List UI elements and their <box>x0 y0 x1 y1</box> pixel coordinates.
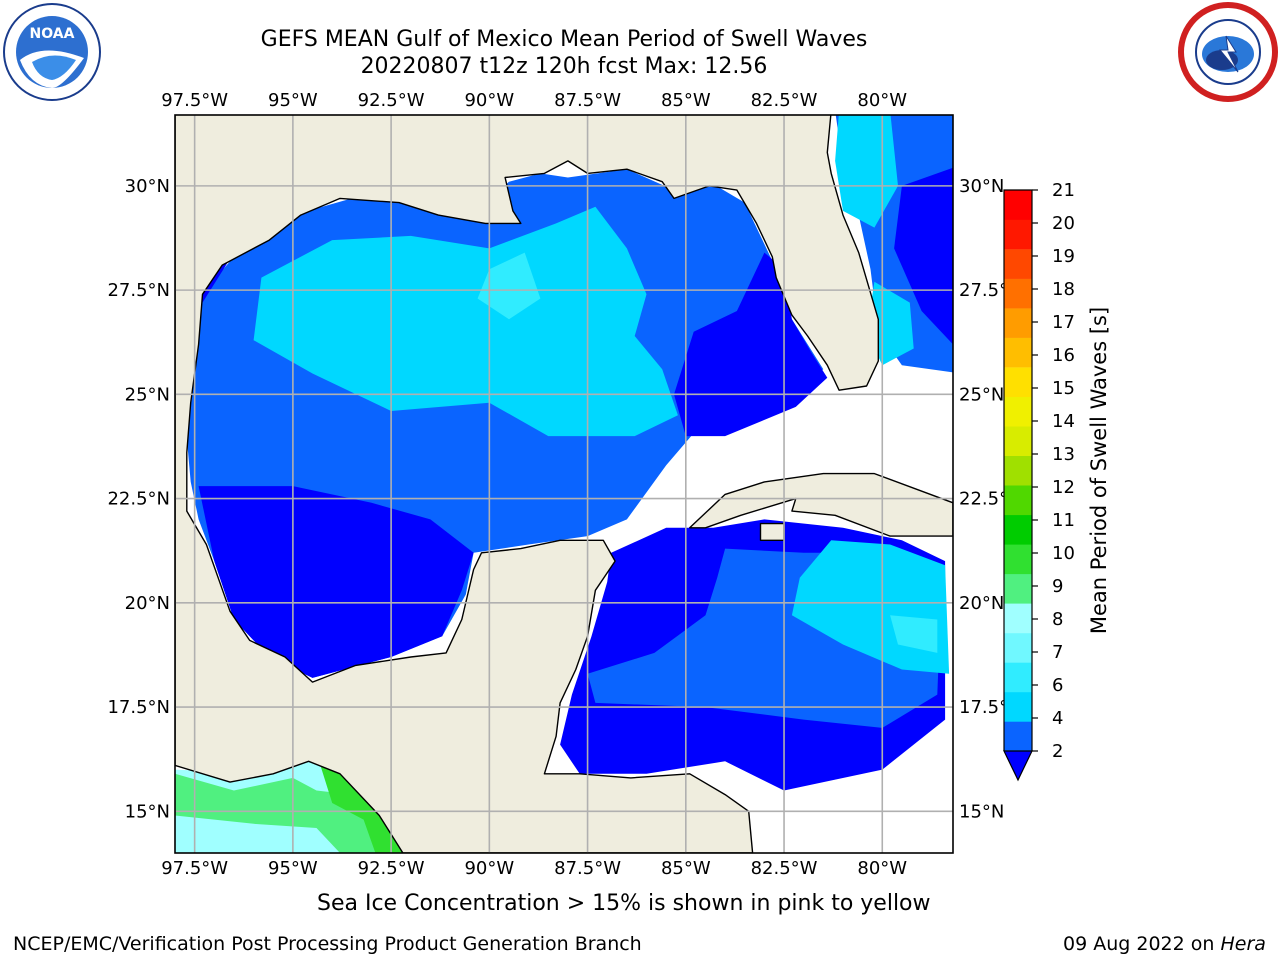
lon-label-top-0: 97.5°W <box>161 90 228 111</box>
field-pacific-10-11s <box>320 765 403 853</box>
colorbar-bin-12 <box>1004 367 1032 397</box>
sea-ice-note: Sea Ice Concentration > 15% is shown in … <box>317 891 931 916</box>
colorbar-bin-13 <box>1004 337 1032 368</box>
colorbar-bin-3 <box>1004 632 1032 663</box>
colorbar-tick-label-4: 8 <box>1052 609 1063 630</box>
colorbar-tick-label-16: 20 <box>1052 213 1075 234</box>
colorbar-tick-label-3: 7 <box>1052 642 1063 663</box>
field-gulf-4-6s <box>253 206 678 437</box>
lat-label-left-0: 30°N <box>125 176 170 197</box>
lon-label-bottom-3: 90°W <box>464 858 514 879</box>
lat-label-left-1: 27.5°N <box>107 280 170 301</box>
lat-label-left-3: 22.5°N <box>107 489 170 510</box>
lon-label-top-7: 80°W <box>857 90 907 111</box>
field-atlantic-extend <box>894 167 953 345</box>
date-stamp: 09 Aug 2022 on Hera <box>1063 933 1266 955</box>
colorbar-bin-14 <box>1004 308 1032 338</box>
colorbar-bin-11 <box>1004 396 1032 427</box>
field-gulf-east-extend <box>674 252 828 437</box>
chart-subtitle: 20220807 t12z 120h fcst Max: 12.56 <box>360 54 768 79</box>
lat-label-left-5: 17.5°N <box>107 697 170 718</box>
colorbar-bin-18 <box>1004 190 1032 220</box>
land-north-america <box>175 115 879 853</box>
lon-label-bottom-2: 92.5°W <box>358 858 425 879</box>
colorbar-frame <box>1003 189 1033 751</box>
lat-label-right-2: 25°N <box>959 384 1004 405</box>
colorbar-bin-7 <box>1004 514 1032 545</box>
colorbar-title: Mean Period of Swell Waves [s] <box>1087 307 1111 634</box>
lat-label-right-4: 20°N <box>959 593 1004 614</box>
colorbar-tick-label-15: 19 <box>1052 246 1075 267</box>
field-gulf-6-7s-patch <box>477 252 541 320</box>
colorbar-tick-label-0: 2 <box>1052 741 1063 762</box>
colorbar-tick-label-17: 21 <box>1052 180 1075 201</box>
field-pacific-9-10s <box>175 773 403 853</box>
colorbar-bin-16 <box>1004 249 1032 279</box>
lon-label-top-6: 82.5°W <box>751 90 818 111</box>
date-text: 09 Aug 2022 on <box>1063 933 1221 955</box>
colorbar-bin-6 <box>1004 544 1032 575</box>
colorbar-bin-17 <box>1004 219 1032 250</box>
colorbar-bin-4 <box>1004 603 1032 634</box>
colorbar-bin-0 <box>1004 721 1032 752</box>
colorbar-tick-label-11: 15 <box>1052 378 1075 399</box>
lat-label-left-6: 15°N <box>125 801 170 822</box>
colorbar-bin-8 <box>1004 485 1032 516</box>
field-caribbean-6-7s <box>890 615 938 653</box>
map-frame <box>174 114 954 854</box>
colorbar-tick-label-7: 11 <box>1052 510 1075 531</box>
noaa-logo-text: NOAA <box>30 26 75 42</box>
colorbar-tick-label-12: 16 <box>1052 345 1075 366</box>
lat-label-left-2: 25°N <box>125 384 170 405</box>
lon-label-top-5: 85°W <box>661 90 711 111</box>
lat-label-left-4: 20°N <box>125 593 170 614</box>
lon-label-bottom-6: 82.5°W <box>751 858 818 879</box>
colorbar-tick-label-14: 18 <box>1052 279 1075 300</box>
colorbar-bin-10 <box>1004 426 1032 456</box>
land-isla-juventud <box>759 522 785 541</box>
lon-label-bottom-4: 87.5°W <box>554 858 621 879</box>
colorbar-tick-label-1: 4 <box>1052 708 1063 729</box>
branch-credit: NCEP/EMC/Verification Post Processing Pr… <box>13 933 642 955</box>
noaa-logo-icon: NOAA <box>3 3 101 101</box>
map-layers <box>175 115 953 853</box>
machine-name: Hera <box>1220 933 1266 955</box>
lon-label-top-2: 92.5°W <box>358 90 425 111</box>
colorbar-tick-label-8: 12 <box>1052 477 1075 498</box>
colorbar-tick-label-9: 13 <box>1052 444 1075 465</box>
colorbar-tick-label-5: 9 <box>1052 576 1063 597</box>
colorbar-tick-label-2: 6 <box>1052 675 1063 696</box>
lat-label-right-0: 30°N <box>959 176 1004 197</box>
colorbar-bin-5 <box>1004 573 1032 604</box>
lon-label-bottom-7: 80°W <box>857 858 907 879</box>
lon-label-top-4: 87.5°W <box>554 90 621 111</box>
colorbar-bin-9 <box>1004 455 1032 486</box>
field-gulf-south-extend <box>198 486 474 678</box>
lon-label-bottom-1: 95°W <box>268 858 318 879</box>
lon-label-bottom-5: 85°W <box>661 858 711 879</box>
colorbar-extend-triangle <box>1003 750 1033 782</box>
chart-title: GEFS MEAN Gulf of Mexico Mean Period of … <box>260 27 868 52</box>
colorbar-tick-label-13: 17 <box>1052 312 1075 333</box>
colorbar-bin-15 <box>1004 278 1032 309</box>
colorbar-bin-2 <box>1004 662 1032 693</box>
lat-label-right-6: 15°N <box>959 801 1004 822</box>
colorbar-bin-1 <box>1004 691 1032 722</box>
land-cuba <box>689 472 953 537</box>
lon-label-top-1: 95°W <box>268 90 318 111</box>
lon-label-top-3: 90°W <box>464 90 514 111</box>
national-weather-service-logo-icon <box>1178 2 1278 102</box>
colorbar-tick-label-6: 10 <box>1052 543 1075 564</box>
colorbar-tick-label-10: 14 <box>1052 411 1075 432</box>
lon-label-bottom-0: 97.5°W <box>161 858 228 879</box>
